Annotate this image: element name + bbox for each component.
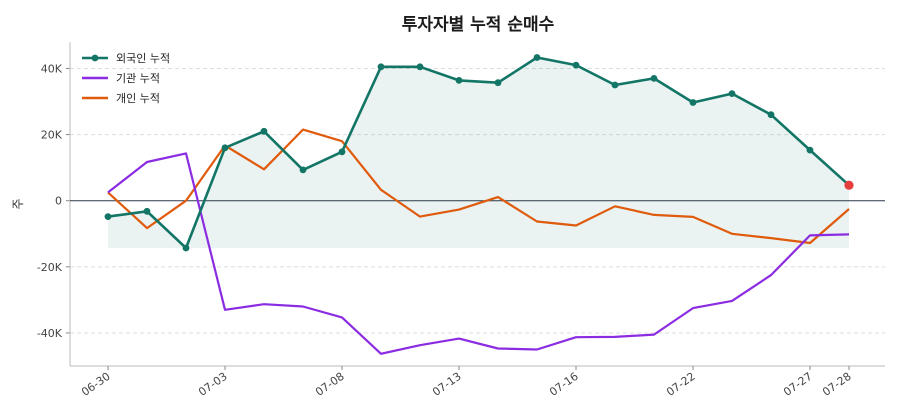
legend-label-institution: 기관 누적 — [116, 72, 160, 85]
x-tick-label: 07-03 — [196, 370, 230, 399]
grid-lines — [70, 67, 885, 334]
series-markers — [104, 54, 854, 252]
legend-label-individual: 개인 누적 — [116, 92, 160, 105]
data-point-foreign — [182, 244, 190, 252]
data-point-foreign — [260, 127, 268, 135]
data-point-foreign — [299, 166, 307, 174]
y-tick-label: 40K — [41, 62, 63, 75]
x-tick-label: 06-30 — [79, 370, 113, 399]
data-point-foreign — [494, 79, 502, 87]
series-line-institution — [107, 152, 850, 355]
x-tick-label: 07-16 — [547, 370, 581, 399]
data-point-foreign — [338, 148, 346, 156]
chart-title: 투자자별 누적 순매수 — [402, 15, 555, 35]
y-axis-label: 주 — [11, 198, 25, 209]
y-tick-label: -20K — [37, 261, 63, 274]
data-point-foreign — [689, 99, 697, 106]
x-tick-label: 07-22 — [664, 370, 698, 399]
data-point-foreign — [533, 54, 541, 61]
series-lines — [107, 56, 850, 355]
legend-label-foreign: 외국인 누적 — [116, 52, 170, 65]
data-point-foreign — [767, 111, 775, 119]
data-point-foreign — [416, 63, 424, 71]
y-tick-label: 0 — [55, 195, 62, 208]
data-point-foreign — [650, 75, 658, 82]
data-point-foreign — [221, 144, 229, 152]
data-point-foreign — [806, 146, 814, 154]
data-point-foreign — [728, 90, 736, 97]
legend-marker-foreign — [91, 54, 99, 62]
x-tick-label: 07-28 — [820, 370, 854, 399]
y-tick-label: -40K — [37, 327, 63, 340]
data-point-foreign — [143, 207, 151, 215]
data-point-foreign — [572, 61, 580, 69]
data-point-foreign — [611, 81, 619, 89]
y-tick-label: 20K — [41, 129, 63, 142]
series-line-foreign — [107, 56, 850, 250]
last-point-marker — [844, 180, 854, 190]
x-tick-label: 07-27 — [781, 370, 815, 399]
data-point-foreign — [104, 213, 112, 221]
x-tick-label: 07-13 — [430, 370, 464, 399]
series-line-individual — [107, 128, 850, 245]
x-tick-label: 07-08 — [313, 370, 347, 399]
data-point-foreign — [377, 63, 385, 71]
data-point-foreign — [455, 77, 463, 84]
